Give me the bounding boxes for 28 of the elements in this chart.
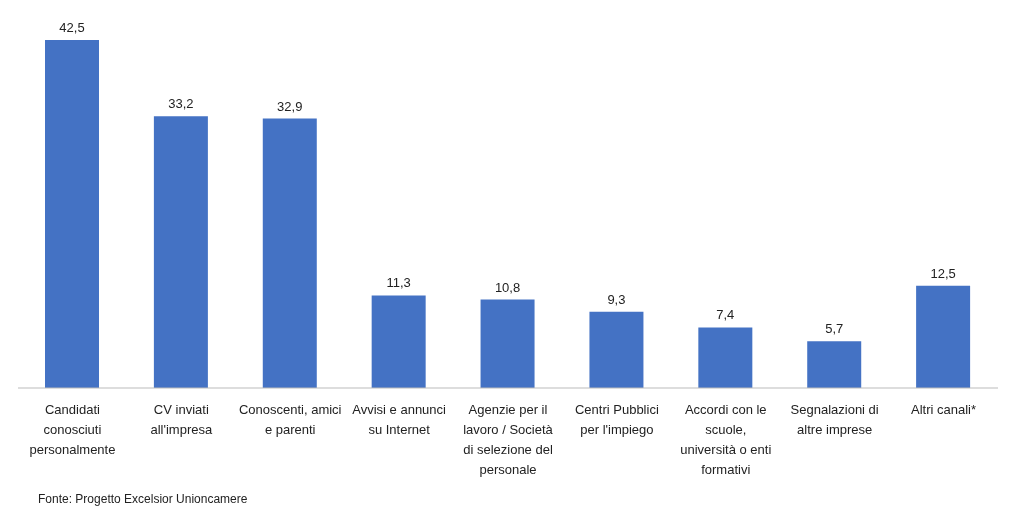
data-label: 11,3 [386,275,411,291]
x-tick-label: Conoscenti, amici e parenti [238,402,342,437]
x-tick-label: Accordi con le scuole, università o enti formativi [680,402,772,477]
bar [698,327,753,388]
x-tick-label: CV inviati all'impresa [150,402,213,437]
data-label: 5,7 [825,321,844,337]
x-tick-label: Segnalazioni di altre imprese [790,402,879,437]
data-label: 42,5 [59,20,85,35]
data-label: 9,3 [607,291,626,307]
data-label: 12,5 [930,265,956,281]
bar [807,341,862,388]
bar [916,285,971,388]
x-tick-label: Centri Pubblici per l'impiego [574,402,659,437]
data-label: 7,4 [716,307,735,323]
bar [589,311,644,388]
bar [371,295,426,388]
x-tick-label: Avvisi e annunci su Internet [352,402,447,437]
source-note: Fonte: Progetto Excelsior Unioncamere [38,492,249,506]
data-label: 32,9 [277,98,303,114]
bar [480,299,535,388]
bar [153,116,208,388]
x-tick-label: Altri canali* [911,402,977,417]
bar [45,40,99,388]
x-tick-label: Agenzie per il lavoro / Società di selezione del personale [463,402,554,477]
x-tick-label: Candidati conosciuti personalmente [29,402,116,457]
data-label: 10,8 [494,279,521,295]
bar [262,118,317,388]
data-label: 33,2 [168,96,194,112]
